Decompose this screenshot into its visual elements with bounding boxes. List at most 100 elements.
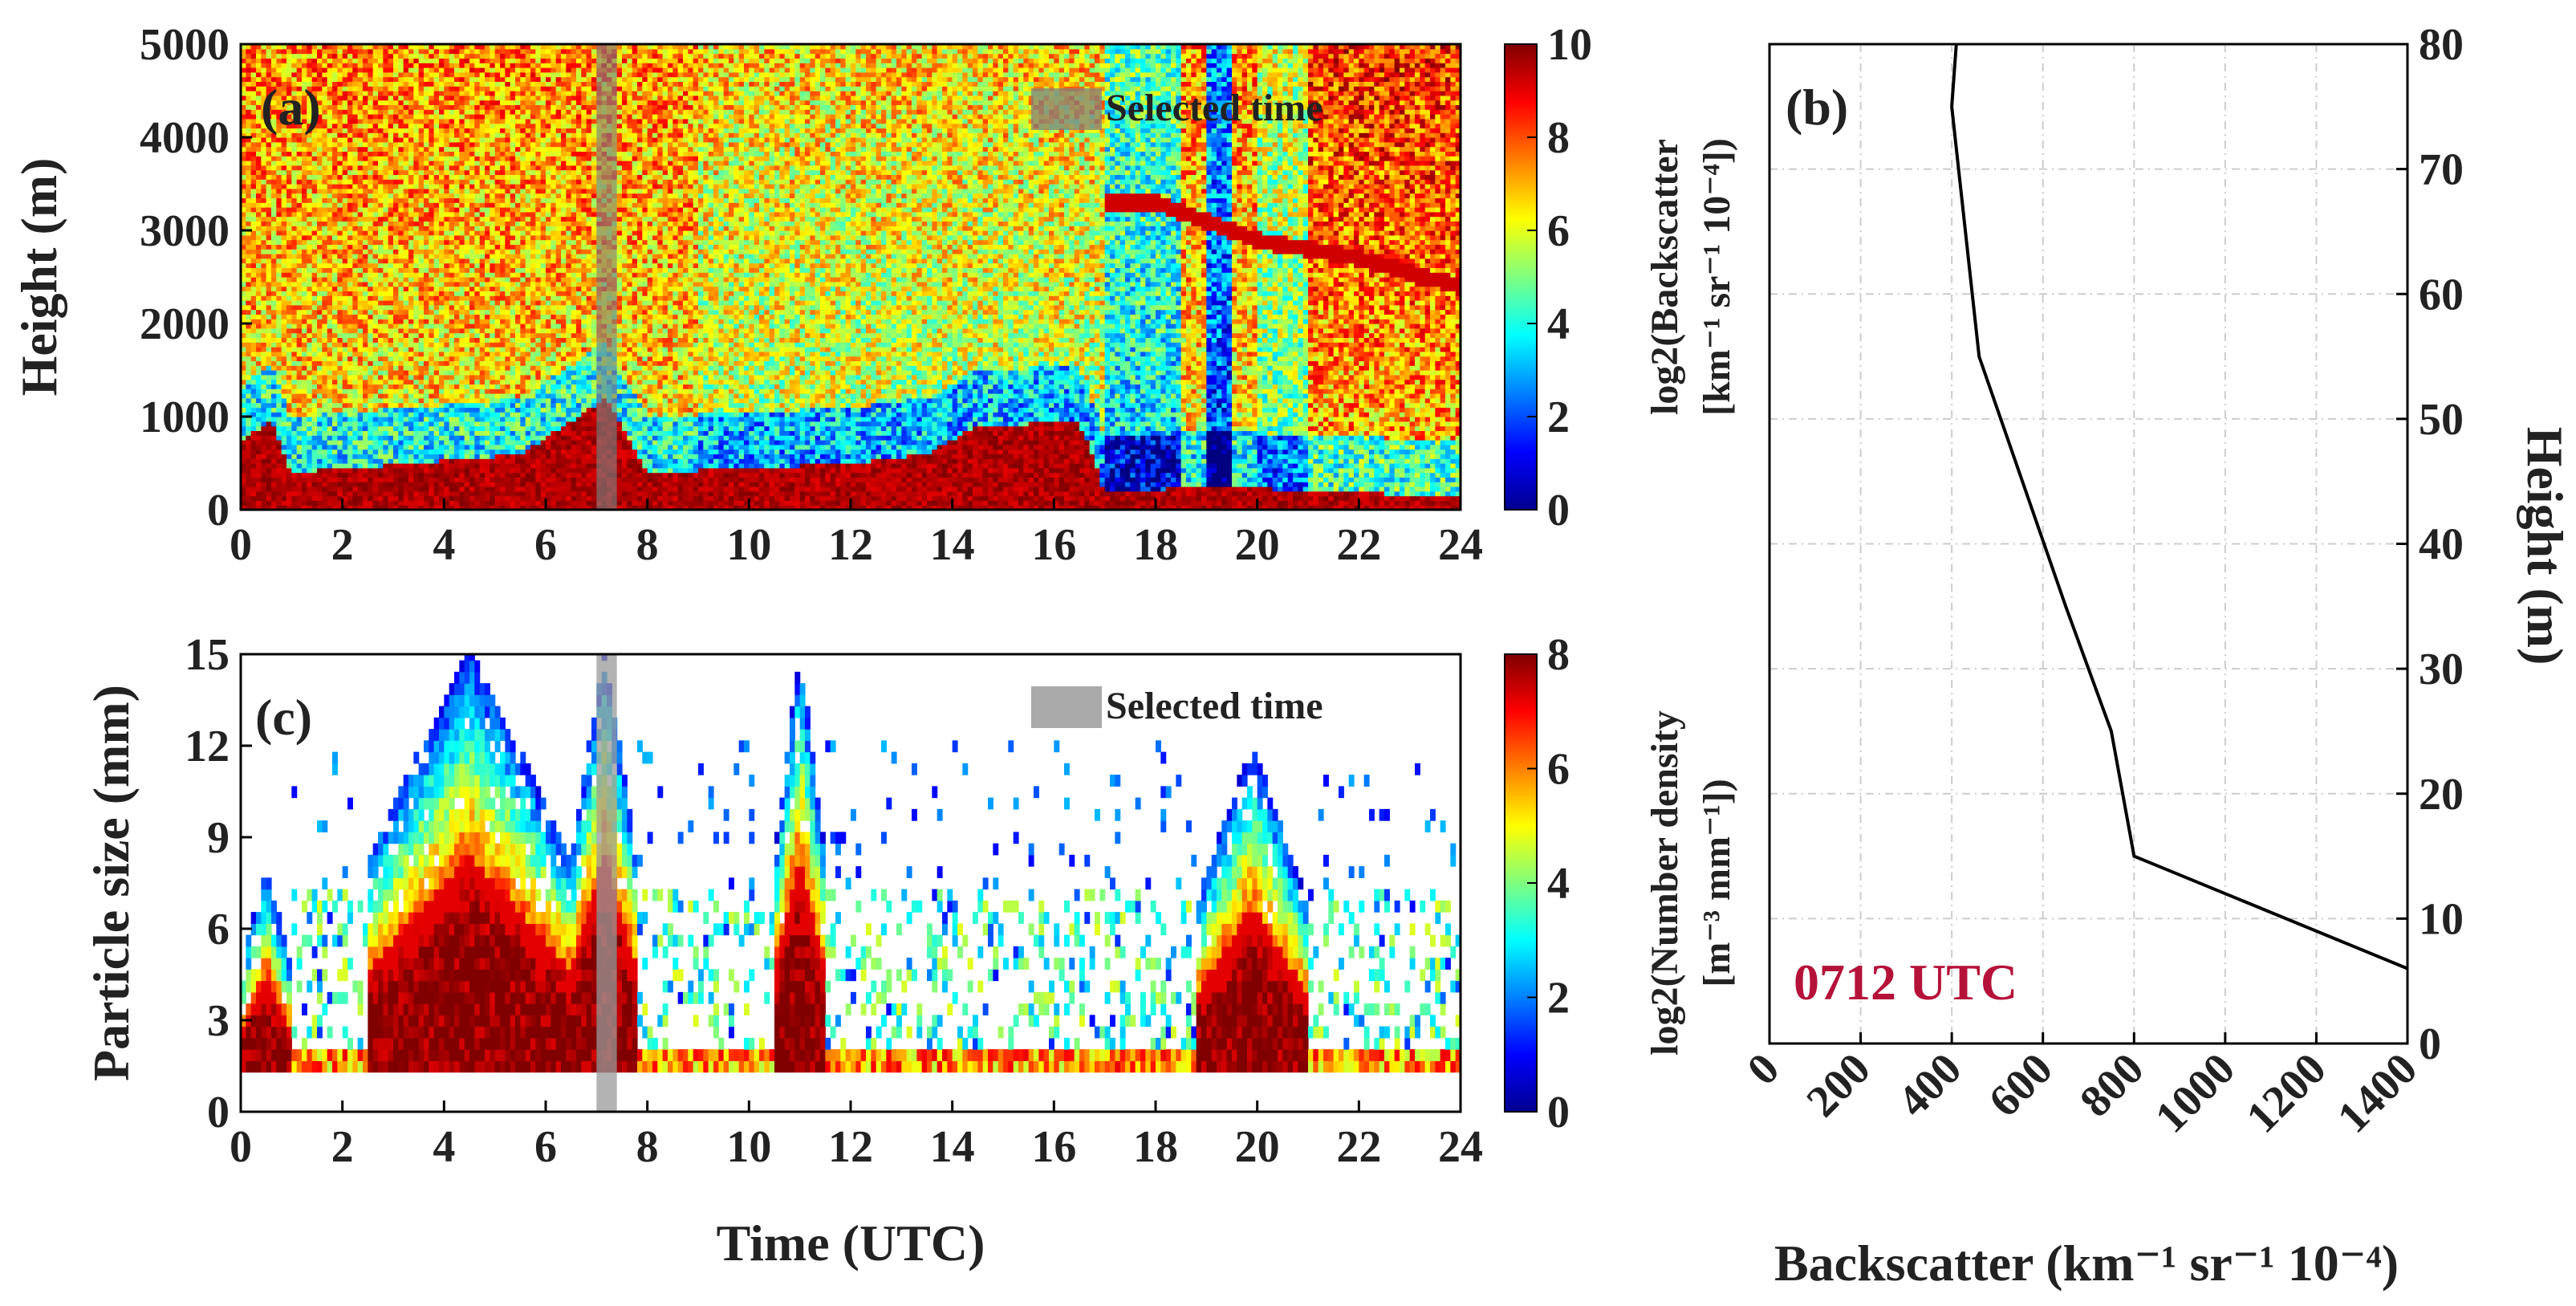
heatmap-cell bbox=[474, 128, 480, 132]
heatmap-cell bbox=[307, 375, 312, 380]
heatmap-cell bbox=[332, 486, 338, 491]
heatmap-cell bbox=[251, 370, 257, 375]
heatmap-cell bbox=[363, 454, 368, 458]
heatmap-cell bbox=[388, 305, 394, 310]
heatmap-cell bbox=[291, 249, 297, 254]
heatmap-cell bbox=[490, 67, 495, 72]
heatmap-cell bbox=[378, 291, 384, 295]
heatmap-cell bbox=[454, 477, 460, 482]
heatmap-cell bbox=[490, 240, 495, 245]
heatmap-cell bbox=[276, 370, 282, 375]
heatmap-cell bbox=[429, 100, 434, 105]
heatmap-cell bbox=[383, 412, 388, 417]
heatmap-cell bbox=[251, 450, 257, 454]
heatmap-cell bbox=[327, 417, 333, 421]
heatmap-cell bbox=[276, 147, 282, 152]
heatmap-cell bbox=[368, 63, 373, 67]
heatmap-cell bbox=[352, 221, 358, 226]
heatmap-cell bbox=[276, 230, 282, 235]
heatmap-cell bbox=[434, 430, 440, 435]
heatmap-cell bbox=[474, 491, 480, 496]
heatmap-cell bbox=[363, 445, 368, 450]
heatmap-cell bbox=[465, 184, 470, 189]
heatmap-cell bbox=[490, 496, 495, 501]
heatmap-cell bbox=[347, 356, 353, 361]
heatmap-cell bbox=[429, 124, 434, 128]
heatmap-cell bbox=[424, 230, 429, 235]
heatmap-cell bbox=[490, 212, 495, 217]
heatmap-cell bbox=[465, 295, 470, 300]
heatmap-cell bbox=[424, 440, 429, 445]
heatmap-cell bbox=[408, 352, 414, 356]
heatmap-cell bbox=[408, 258, 414, 263]
heatmap-cell bbox=[282, 161, 287, 165]
heatmap-cell bbox=[454, 161, 460, 165]
heatmap-cell bbox=[291, 67, 297, 72]
heatmap-cell bbox=[343, 473, 348, 478]
heatmap-cell bbox=[307, 217, 312, 222]
heatmap-cell bbox=[490, 114, 495, 119]
heatmap-cell bbox=[332, 221, 338, 226]
heatmap-cell bbox=[251, 77, 257, 82]
heatmap-cell bbox=[480, 142, 486, 147]
heatmap-cell bbox=[378, 282, 384, 287]
heatmap-cell bbox=[297, 412, 303, 417]
heatmap-cell bbox=[363, 161, 368, 165]
heatmap-cell bbox=[424, 482, 429, 486]
heatmap-cell bbox=[246, 104, 251, 109]
heatmap-cell bbox=[246, 380, 251, 384]
heatmap-cell bbox=[444, 305, 449, 310]
heatmap-cell bbox=[373, 277, 379, 282]
heatmap-cell bbox=[302, 254, 307, 258]
heatmap-cell bbox=[413, 417, 419, 421]
heatmap-cell bbox=[276, 482, 282, 486]
heatmap-cell bbox=[449, 77, 455, 82]
heatmap-cell bbox=[251, 500, 257, 505]
heatmap-cell bbox=[434, 165, 440, 170]
heatmap-cell bbox=[413, 365, 419, 370]
heatmap-cell bbox=[332, 137, 338, 142]
heatmap-cell bbox=[434, 403, 440, 408]
heatmap-cell bbox=[347, 473, 353, 478]
heatmap-cell bbox=[444, 421, 449, 426]
heatmap-cell bbox=[322, 67, 327, 72]
heatmap-cell bbox=[469, 202, 475, 207]
heatmap-cell bbox=[297, 151, 303, 156]
heatmap-cell bbox=[465, 226, 470, 230]
heatmap-cell bbox=[302, 310, 307, 315]
heatmap-cell bbox=[449, 174, 455, 179]
heatmap-cell bbox=[271, 463, 277, 468]
heatmap-cell bbox=[393, 417, 399, 421]
heatmap-cell bbox=[434, 458, 440, 463]
heatmap-cell bbox=[368, 267, 373, 272]
heatmap-cell bbox=[408, 170, 414, 175]
heatmap-cell bbox=[444, 147, 449, 152]
heatmap-cell bbox=[373, 72, 379, 77]
heatmap-cell bbox=[282, 370, 287, 375]
heatmap-cell bbox=[358, 473, 364, 478]
heatmap-cell bbox=[444, 189, 449, 193]
heatmap-cell bbox=[383, 421, 388, 426]
heatmap-cell bbox=[490, 96, 495, 100]
heatmap-cell bbox=[332, 337, 338, 342]
heatmap-cell bbox=[291, 310, 297, 315]
heatmap-cell bbox=[363, 104, 368, 109]
heatmap-cell bbox=[465, 430, 470, 435]
heatmap-cell bbox=[327, 258, 333, 263]
heatmap-cell bbox=[398, 212, 404, 217]
heatmap-cell bbox=[271, 230, 277, 235]
heatmap-cell bbox=[429, 407, 434, 412]
heatmap-cell bbox=[307, 295, 312, 300]
heatmap-cell bbox=[388, 151, 394, 156]
heatmap-cell bbox=[291, 49, 297, 54]
heatmap-cell bbox=[378, 212, 384, 217]
heatmap-cell bbox=[383, 114, 388, 119]
heatmap-cell bbox=[302, 328, 307, 333]
heatmap-cell bbox=[363, 221, 368, 226]
heatmap-cell bbox=[383, 370, 388, 375]
heatmap-cell bbox=[378, 207, 384, 212]
heatmap-cell bbox=[393, 137, 399, 142]
heatmap-cell bbox=[368, 72, 373, 77]
heatmap-cell bbox=[327, 226, 333, 230]
heatmap-cell bbox=[454, 398, 460, 403]
